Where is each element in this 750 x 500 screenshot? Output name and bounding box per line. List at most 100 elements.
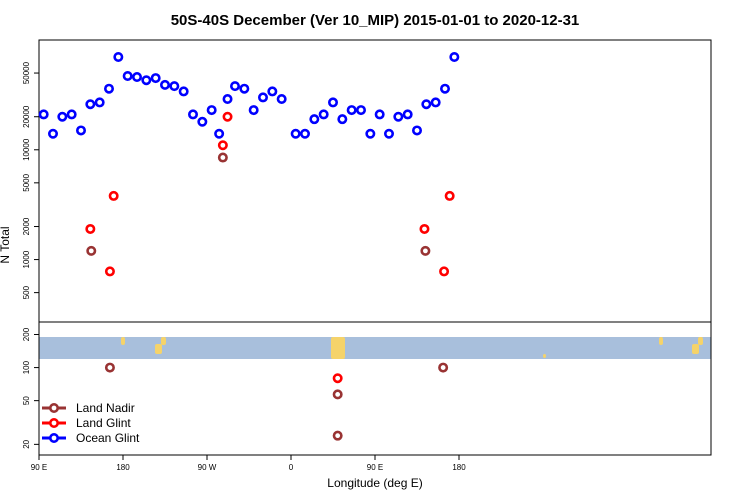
land-patch — [698, 337, 703, 345]
x-axis: 90 E 180 90 W 0 90 E 180 — [31, 455, 466, 472]
data-point — [355, 105, 366, 116]
data-point — [222, 94, 233, 105]
data-point — [318, 109, 329, 120]
data-point — [104, 362, 115, 373]
data-point — [449, 52, 460, 63]
data-point — [113, 52, 124, 63]
data-point — [178, 86, 189, 97]
data-point — [217, 140, 228, 151]
data-point — [276, 94, 287, 105]
data-point — [332, 389, 343, 400]
data-point — [108, 190, 119, 201]
y-tick-label: 1000 — [22, 250, 31, 268]
data-point — [38, 109, 49, 120]
y-tick-label: 200 — [22, 327, 31, 341]
data-point — [239, 83, 250, 94]
data-point — [346, 105, 357, 116]
x-tick-label: 180 — [116, 463, 130, 472]
y-tick-label: 5000 — [22, 173, 31, 191]
data-point — [222, 111, 233, 122]
data-point — [85, 223, 96, 234]
data-point — [365, 128, 376, 139]
data-point — [230, 81, 241, 92]
data-point — [430, 97, 441, 108]
y-tick-label: 20 — [22, 439, 31, 448]
data-point — [86, 245, 97, 256]
data-point — [438, 362, 449, 373]
land-patch — [155, 344, 162, 354]
legend-label: Land Glint — [76, 416, 131, 430]
land-patch — [337, 355, 343, 359]
land-patch — [659, 337, 663, 345]
data-point — [257, 92, 268, 103]
data-point — [160, 79, 171, 90]
legend-marker — [48, 432, 59, 443]
upper-plot-frame — [38, 39, 712, 323]
y-tick-label: 20000 — [22, 105, 31, 128]
data-point — [197, 116, 208, 127]
legend-label: Ocean Glint — [76, 431, 140, 445]
y-tick-label: 2000 — [22, 217, 31, 235]
data-point — [299, 128, 310, 139]
data-point — [439, 83, 450, 94]
data-point — [444, 190, 455, 201]
land-patch — [692, 344, 699, 354]
x-axis-label: Longitude (deg E) — [327, 476, 422, 490]
data-point — [76, 125, 87, 136]
x-tick-label: 90 E — [367, 463, 383, 472]
data-point — [439, 266, 450, 277]
data-point — [94, 97, 105, 108]
data-point — [169, 81, 180, 92]
data-point — [337, 114, 348, 125]
land-patch — [543, 354, 546, 358]
data-point — [206, 105, 217, 116]
data-point — [217, 152, 228, 163]
data-point — [332, 430, 343, 441]
y-tick-label: 50 — [22, 396, 31, 405]
x-tick-label: 0 — [289, 463, 294, 472]
legend-marker — [48, 402, 59, 413]
land-patch — [331, 337, 345, 359]
data-point — [47, 128, 58, 139]
data-point — [57, 111, 68, 122]
chart-title: 50S-40S December (Ver 10_MIP) 2015-01-01… — [171, 12, 580, 29]
data-point — [85, 99, 96, 110]
ocean-band — [39, 337, 711, 359]
data-point — [150, 73, 161, 84]
data-point — [188, 109, 199, 120]
x-tick-label: 90 W — [198, 463, 217, 472]
y-tick-label: 50000 — [22, 61, 31, 84]
data-point — [104, 266, 115, 277]
data-point — [290, 128, 301, 139]
data-point — [419, 223, 430, 234]
data-point — [420, 245, 431, 256]
lower-panel: 20 50 100 200 — [22, 321, 712, 456]
data-point — [104, 83, 115, 94]
data-point — [421, 99, 432, 110]
y-tick-label: 500 — [22, 285, 31, 299]
upper-panel: 500 1000 2000 5000 10000 20000 50000 — [22, 39, 712, 323]
y-tick-label: 100 — [22, 360, 31, 374]
land-patch — [121, 337, 125, 345]
data-point — [214, 128, 225, 139]
data-point — [309, 114, 320, 125]
x-tick-label: 180 — [452, 463, 466, 472]
data-point — [374, 109, 385, 120]
land-patch — [161, 337, 166, 345]
data-point — [66, 109, 77, 120]
data-point — [393, 111, 404, 122]
legend-marker — [48, 417, 59, 428]
data-point — [122, 70, 133, 81]
y-tick-label: 10000 — [22, 138, 31, 161]
data-point — [267, 86, 278, 97]
data-point — [332, 373, 343, 384]
x-tick-label: 90 E — [31, 463, 47, 472]
data-point — [248, 105, 259, 116]
data-point — [411, 125, 422, 136]
data-point — [383, 128, 394, 139]
legend-label: Land Nadir — [76, 401, 135, 415]
y-axis-label: N Total — [0, 226, 12, 263]
data-point — [327, 97, 338, 108]
